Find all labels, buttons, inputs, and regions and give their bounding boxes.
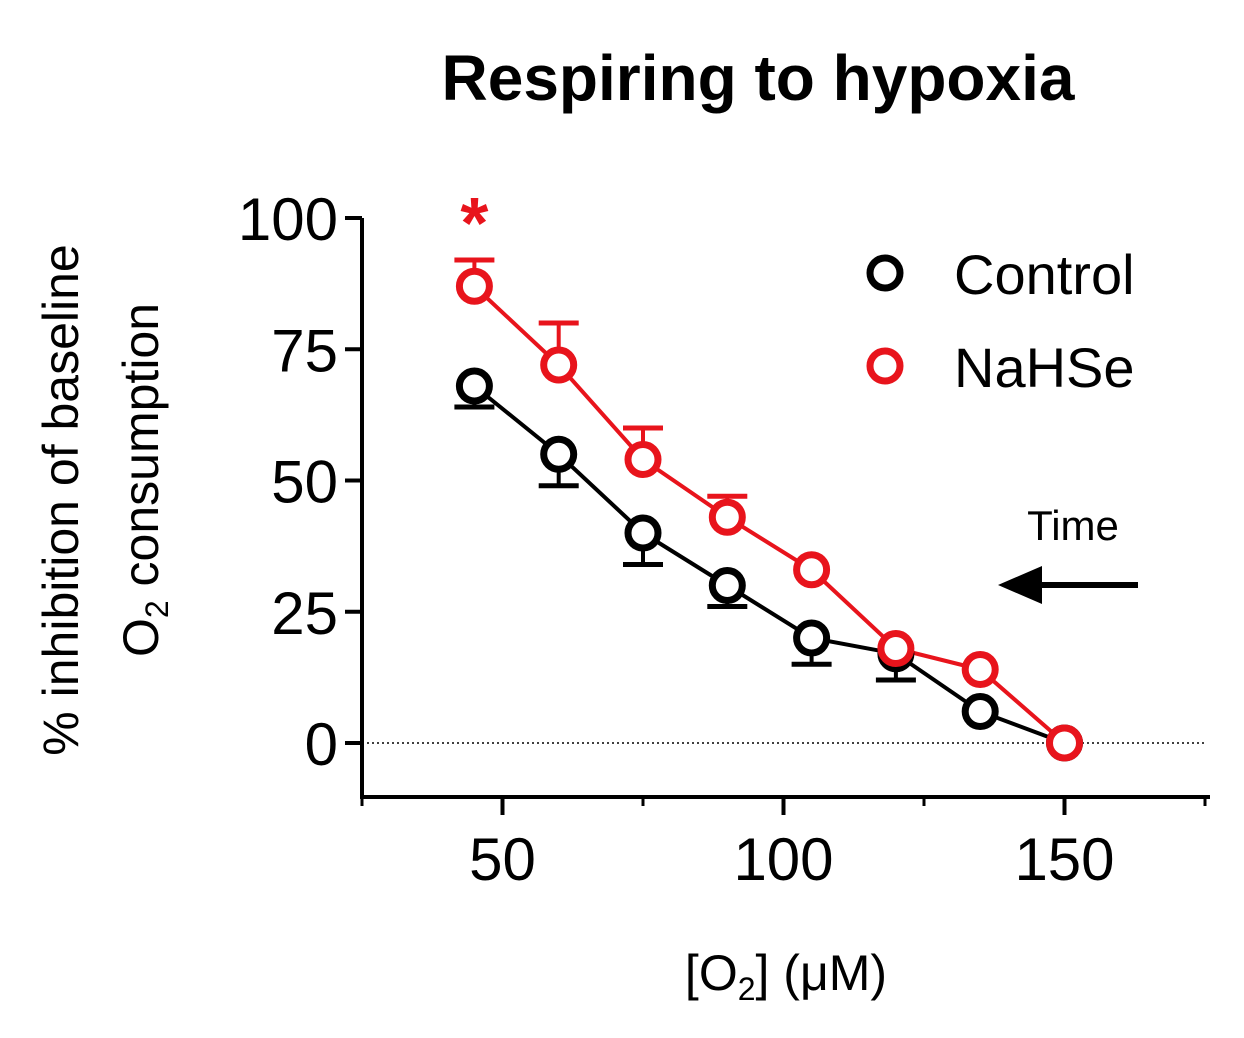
legend-label-control: Control [954,243,1135,306]
y-axis-label-line2: O2 consumption [113,303,175,657]
data-point-nahse [624,441,662,478]
legend-marker-nahse [866,347,904,385]
markers-nahse [455,267,1083,762]
time-label: Time [1027,502,1119,549]
legend-label-nahse: NaHSe [954,336,1135,399]
data-point-control [708,567,746,604]
data-point-nahse [540,346,578,384]
x-tick-label: 150 [1014,826,1114,893]
y-tick-label: 50 [271,449,338,516]
y-axis-label-consumption: consumption [113,303,169,600]
y-tick-label: 0 [305,711,338,778]
y-axis-label-subscript: 2 [139,600,175,618]
significance-star: * [460,184,488,264]
data-point-control [455,367,493,405]
legend-marker-control [866,254,904,292]
x-tick-label: 100 [733,826,833,893]
y-axis-label: % inhibition of baseline O2 consumption [33,244,175,755]
time-annotation: Time [998,502,1138,604]
axis-ticks: 0 25 50 75 100 50 100 150 [238,186,1207,893]
y-tick-label: 75 [271,317,338,384]
y-tick-label: 25 [271,580,338,647]
x-axis-label-suffix: ] (μM) [756,945,888,1001]
x-axis-label-prefix: [O [685,945,738,1001]
data-point-control [624,514,662,552]
y-axis-label-line1: % inhibition of baseline [33,244,89,755]
data-point-nahse [793,551,831,589]
data-series [454,257,1083,762]
data-point-nahse [708,498,746,536]
data-point-control [961,693,999,730]
data-point-control [540,435,578,473]
data-point-nahse [1046,724,1083,762]
data-point-nahse [961,651,999,688]
markers-control [455,367,1083,762]
legend: Control NaHSe [866,243,1135,399]
y-axis-label-o: O [113,618,169,657]
y-tick-label: 100 [238,186,338,253]
data-point-nahse [455,267,493,305]
x-axis-label: [O2] (μM) [685,945,887,1007]
data-point-control [793,619,831,657]
data-point-nahse [877,630,915,667]
x-axis-label-subscript: 2 [738,971,756,1007]
x-tick-label: 50 [469,826,536,893]
chart-title: Respiring to hypoxia [442,42,1075,114]
series-control [454,384,1066,745]
time-arrow-head [998,566,1042,604]
